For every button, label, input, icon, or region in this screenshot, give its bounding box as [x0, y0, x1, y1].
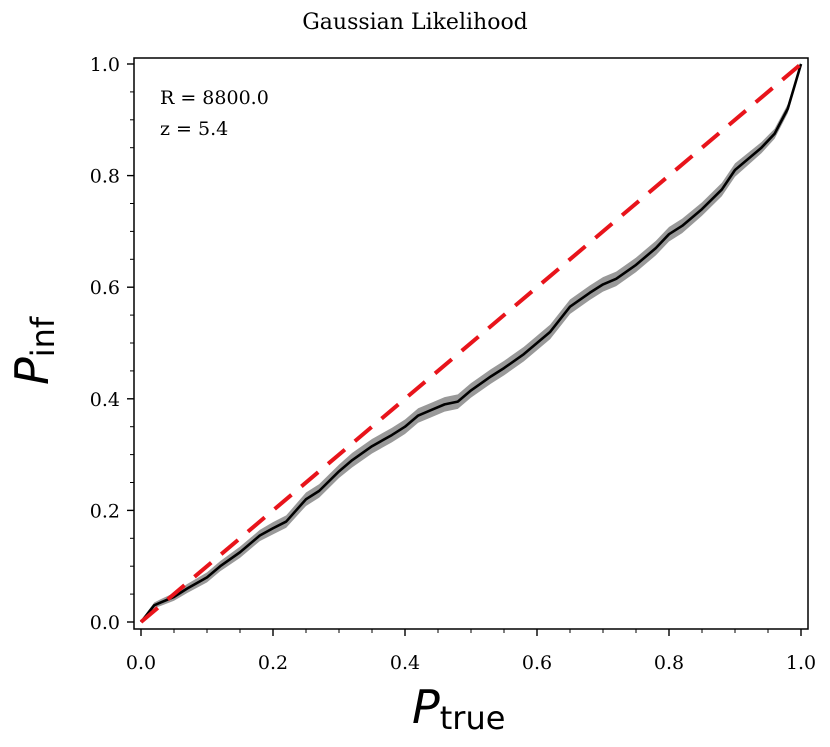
x-tick-label: 1.0 [786, 652, 816, 674]
y-tick-label: 0.0 [90, 612, 120, 634]
y-tick-label: 0.6 [90, 277, 120, 299]
x-tick-label: 0.0 [126, 652, 156, 674]
y-tick-label: 1.0 [90, 54, 120, 76]
x-axis: 0.0 0.2 0.4 0.6 0.8 1.0 [126, 629, 816, 674]
y-tick-label: 0.2 [90, 500, 120, 522]
annotation-z: z = 5.4 [160, 118, 228, 140]
y-tick-label: 0.8 [90, 166, 120, 188]
x-tick-label: 0.4 [390, 652, 420, 674]
y-axis-label: Pinf [5, 316, 62, 385]
y-axis-label-sub: inf [24, 316, 62, 357]
ideal-reference-line [139, 62, 803, 624]
x-tick-label: 0.2 [258, 652, 288, 674]
y-axis: 0.0 0.2 0.4 0.6 0.8 1.0 [90, 54, 134, 634]
chart-title: Gaussian Likelihood [302, 10, 528, 35]
annotation-r: R = 8800.0 [160, 87, 269, 109]
x-axis-label-main: P [412, 680, 440, 734]
y-axis-label-main: P [5, 357, 59, 385]
calibration-line [139, 63, 803, 623]
y-tick-label: 0.4 [90, 389, 120, 411]
x-tick-label: 0.8 [654, 652, 684, 674]
x-axis-label: Ptrue [412, 680, 505, 737]
x-tick-label: 0.6 [522, 652, 552, 674]
x-axis-label-sub: true [440, 699, 506, 737]
